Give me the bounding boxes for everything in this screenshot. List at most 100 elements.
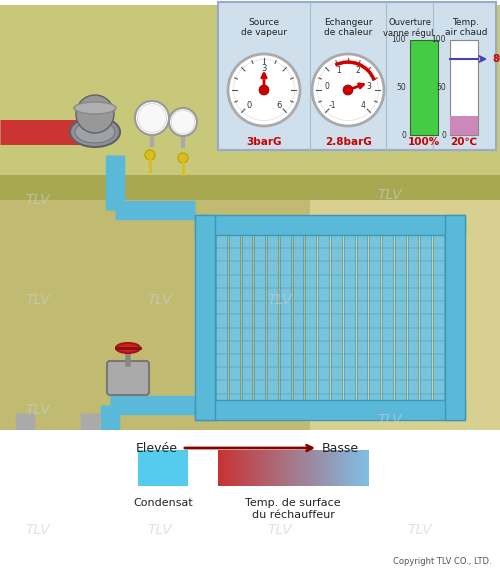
Bar: [233, 450, 235, 486]
Text: 0: 0: [246, 101, 252, 110]
Text: TLV: TLV: [26, 523, 50, 537]
Circle shape: [169, 108, 197, 136]
Text: Elevée: Elevée: [136, 442, 178, 454]
Bar: [364, 450, 366, 486]
Circle shape: [178, 153, 188, 163]
Bar: [328, 450, 330, 486]
Bar: [347, 450, 349, 486]
Bar: [290, 450, 292, 486]
Bar: [195, 215, 215, 420]
Bar: [238, 450, 240, 486]
Circle shape: [259, 85, 269, 95]
Circle shape: [138, 104, 166, 132]
Bar: [344, 450, 346, 486]
Bar: [382, 235, 393, 420]
Bar: [395, 235, 406, 420]
Ellipse shape: [55, 454, 65, 482]
Bar: [138, 450, 188, 486]
Text: 2.8barG: 2.8barG: [324, 137, 372, 147]
Bar: [263, 450, 265, 486]
Bar: [220, 450, 222, 486]
Bar: [322, 450, 324, 486]
Bar: [267, 235, 278, 420]
Bar: [281, 450, 283, 486]
Bar: [344, 235, 354, 420]
Bar: [246, 450, 248, 486]
FancyBboxPatch shape: [107, 361, 149, 395]
Bar: [316, 450, 318, 486]
Circle shape: [234, 59, 294, 121]
Bar: [245, 450, 247, 486]
Bar: [270, 450, 272, 486]
Text: 50: 50: [396, 83, 406, 92]
Text: 3: 3: [262, 64, 266, 73]
Text: 3: 3: [367, 82, 372, 91]
Ellipse shape: [75, 121, 115, 143]
Bar: [420, 235, 431, 420]
Bar: [278, 450, 280, 486]
Bar: [408, 235, 418, 420]
Circle shape: [135, 101, 169, 135]
Bar: [450, 116, 478, 135]
Bar: [312, 450, 314, 486]
Text: TLV: TLV: [26, 193, 50, 207]
Bar: [336, 450, 338, 486]
Text: TLV: TLV: [148, 523, 172, 537]
Bar: [250, 450, 252, 486]
Bar: [260, 450, 262, 486]
Bar: [306, 235, 316, 420]
Bar: [256, 450, 258, 486]
Bar: [450, 40, 478, 135]
Circle shape: [343, 85, 353, 95]
Bar: [248, 450, 250, 486]
Bar: [236, 450, 238, 486]
Circle shape: [145, 150, 155, 160]
Bar: [230, 450, 232, 486]
Bar: [242, 235, 252, 420]
Text: 4: 4: [361, 101, 366, 110]
Ellipse shape: [70, 117, 120, 147]
Bar: [251, 450, 253, 486]
Bar: [366, 450, 368, 486]
Bar: [341, 450, 343, 486]
Text: Ouverture
vanne régul.: Ouverture vanne régul.: [384, 18, 436, 38]
Bar: [305, 450, 307, 486]
Bar: [335, 450, 337, 486]
Bar: [318, 450, 320, 486]
Bar: [226, 450, 228, 486]
Bar: [365, 450, 367, 486]
Bar: [274, 450, 276, 486]
Ellipse shape: [62, 446, 118, 491]
Bar: [306, 450, 308, 486]
Ellipse shape: [116, 343, 140, 353]
Bar: [268, 450, 270, 486]
Bar: [362, 450, 364, 486]
Text: TLV: TLV: [148, 293, 172, 307]
Ellipse shape: [74, 102, 116, 114]
Text: -1: -1: [329, 101, 336, 110]
Bar: [257, 450, 259, 486]
Text: 2: 2: [356, 66, 360, 75]
Bar: [340, 450, 342, 486]
Bar: [234, 450, 236, 486]
Bar: [282, 450, 284, 486]
Bar: [324, 450, 326, 486]
Text: 100: 100: [432, 35, 446, 44]
Bar: [308, 450, 310, 486]
Bar: [229, 235, 239, 420]
Bar: [294, 450, 296, 486]
Text: Temp.
air chaud: Temp. air chaud: [445, 18, 487, 38]
Bar: [314, 450, 316, 486]
Bar: [252, 450, 254, 486]
Circle shape: [171, 110, 195, 134]
Bar: [269, 450, 271, 486]
Bar: [280, 450, 281, 486]
Bar: [410, 40, 438, 135]
Bar: [338, 450, 340, 486]
Bar: [331, 235, 342, 420]
Bar: [330, 450, 332, 486]
Bar: [280, 235, 290, 420]
Circle shape: [318, 59, 378, 121]
Bar: [293, 450, 295, 486]
Ellipse shape: [76, 95, 114, 133]
